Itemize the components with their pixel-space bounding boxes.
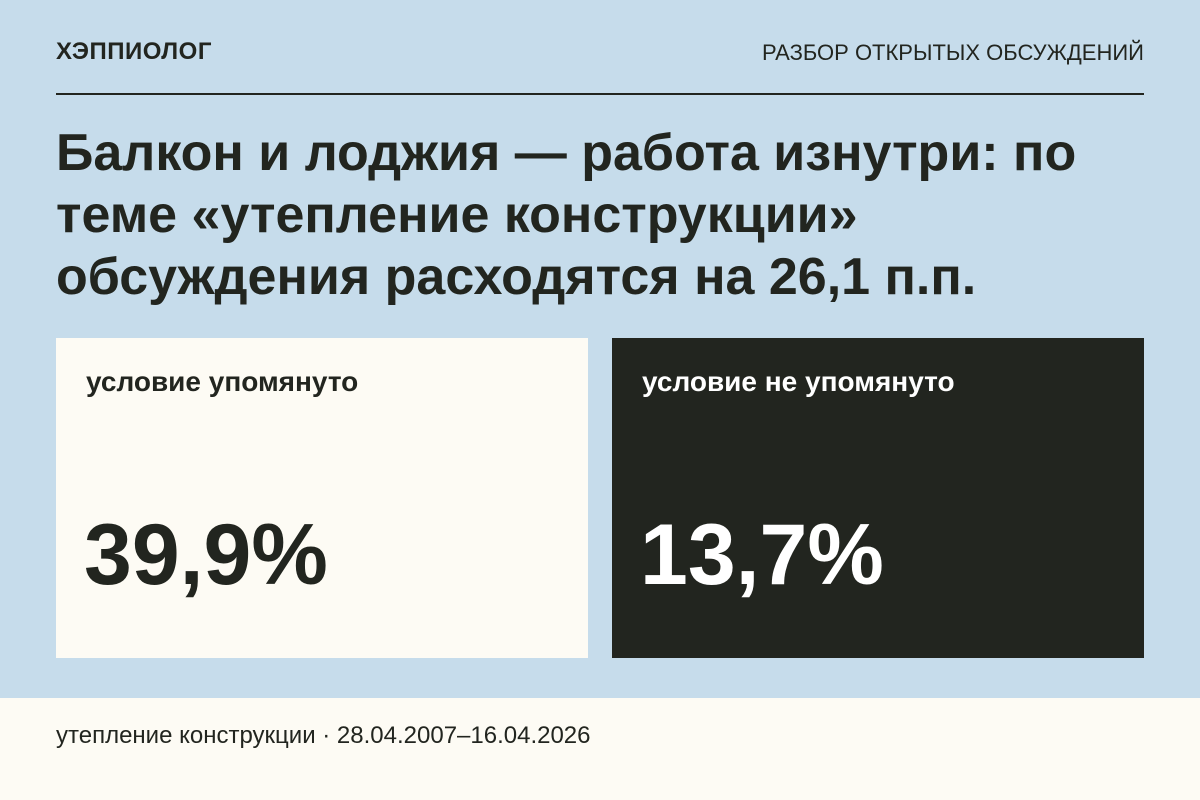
footer-text: утепление конструкции · 28.04.2007–16.04… bbox=[56, 722, 591, 749]
card: условие не упомянуто 13,7% bbox=[612, 338, 1144, 658]
card-label: условие упомянуто bbox=[86, 366, 359, 397]
card: условие упомянуто 39,9% bbox=[56, 338, 588, 658]
title: Балкон и лоджия — работа изнутри: по тем… bbox=[56, 124, 1077, 306]
card-label: условие не упомянуто bbox=[642, 366, 955, 397]
section-label: РАЗБОР ОТКРЫТЫХ ОБСУЖДЕНИЙ bbox=[761, 40, 1144, 65]
card-value: 13,7% bbox=[640, 507, 884, 603]
divider bbox=[56, 93, 1144, 95]
card-value: 39,9% bbox=[84, 507, 328, 603]
brand: ХЭППИОЛОГ bbox=[56, 38, 212, 65]
footer: утепление конструкции · 28.04.2007–16.04… bbox=[0, 698, 1200, 800]
